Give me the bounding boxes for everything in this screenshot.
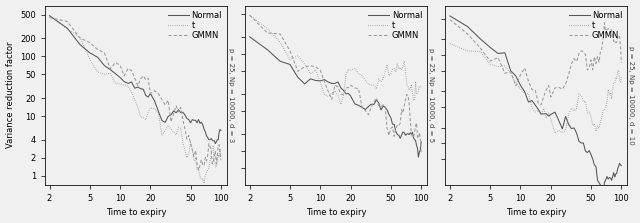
Line: GMMN: GMMN	[450, 20, 621, 105]
Normal	[477, 37, 484, 40]
t	[342, 73, 350, 76]
GMMN	[417, 151, 425, 154]
Line: GMMN: GMMN	[250, 15, 421, 153]
Normal	[217, 129, 225, 132]
t	[540, 107, 548, 110]
Normal	[618, 164, 625, 167]
Normal	[307, 77, 314, 80]
t	[181, 148, 189, 151]
t	[217, 157, 225, 160]
t	[76, 36, 84, 38]
GMMN	[321, 80, 328, 83]
Y-axis label: p = 25, Np = 10000, d = 3: p = 25, Np = 10000, d = 3	[228, 48, 234, 142]
Normal	[76, 43, 84, 46]
t	[383, 64, 391, 66]
t	[45, 14, 53, 17]
GMMN	[76, 37, 84, 39]
Y-axis label: p = 25, Np = 10000, d = 10: p = 25, Np = 10000, d = 10	[628, 46, 634, 145]
Normal	[599, 191, 607, 193]
GMMN	[584, 69, 591, 71]
GMMN	[446, 18, 454, 21]
Y-axis label: Variance reduction factor: Variance reduction factor	[6, 42, 15, 149]
Normal	[381, 106, 389, 109]
GMMN	[106, 68, 114, 70]
GMMN	[276, 33, 284, 35]
GMMN	[140, 74, 147, 77]
t	[602, 106, 609, 109]
t	[584, 112, 591, 114]
Normal	[181, 114, 189, 116]
Legend: Normal, t, GMMN: Normal, t, GMMN	[367, 10, 423, 41]
t	[200, 182, 208, 185]
Line: Normal: Normal	[250, 37, 421, 157]
Normal	[540, 113, 548, 115]
t	[477, 50, 484, 53]
Normal	[507, 69, 515, 72]
GMMN	[217, 159, 225, 161]
t	[202, 174, 209, 177]
Normal	[321, 78, 328, 81]
Normal	[415, 156, 422, 158]
Normal	[120, 80, 128, 83]
t	[106, 72, 114, 75]
GMMN	[477, 47, 484, 49]
Y-axis label: p = 25, Np = 10000, d = 5: p = 25, Np = 10000, d = 5	[428, 48, 434, 142]
X-axis label: Time to expiry: Time to expiry	[506, 209, 566, 217]
Normal	[401, 131, 408, 134]
Normal	[521, 90, 529, 93]
t	[402, 71, 410, 73]
Line: GMMN: GMMN	[49, 18, 221, 170]
GMMN	[401, 104, 408, 107]
t	[246, 14, 253, 17]
Normal	[246, 35, 253, 38]
Normal	[340, 89, 348, 92]
GMMN	[307, 64, 314, 67]
GMMN	[381, 105, 389, 107]
X-axis label: Time to expiry: Time to expiry	[306, 209, 367, 217]
t	[276, 41, 284, 43]
t	[321, 93, 328, 96]
Legend: Normal, t, GMMN: Normal, t, GMMN	[568, 10, 623, 41]
Normal	[200, 128, 208, 130]
GMMN	[45, 16, 53, 19]
GMMN	[618, 61, 625, 64]
Normal	[106, 68, 114, 71]
Normal	[417, 141, 425, 143]
Normal	[276, 60, 284, 63]
t	[446, 42, 454, 45]
t	[140, 116, 147, 119]
X-axis label: Time to expiry: Time to expiry	[106, 209, 166, 217]
Line: t: t	[250, 15, 421, 104]
GMMN	[537, 103, 545, 106]
t	[307, 72, 314, 75]
Normal	[140, 88, 147, 91]
Normal	[602, 179, 609, 181]
Line: Normal: Normal	[450, 16, 621, 192]
Legend: Normal, t, GMMN: Normal, t, GMMN	[168, 10, 223, 41]
Normal	[211, 142, 219, 145]
GMMN	[340, 93, 348, 96]
GMMN	[521, 67, 529, 69]
GMMN	[602, 32, 609, 35]
GMMN	[120, 74, 128, 77]
t	[551, 132, 559, 135]
t	[120, 84, 128, 86]
GMMN	[542, 89, 550, 91]
t	[417, 87, 425, 89]
t	[521, 92, 529, 95]
GMMN	[195, 169, 202, 171]
t	[507, 72, 515, 75]
Normal	[45, 14, 53, 17]
GMMN	[507, 70, 515, 73]
t	[618, 76, 625, 78]
GMMN	[181, 128, 189, 130]
Normal	[446, 15, 454, 17]
GMMN	[202, 156, 209, 159]
Normal	[582, 150, 589, 152]
t	[337, 103, 345, 105]
Line: t: t	[450, 43, 621, 133]
Line: Normal: Normal	[49, 16, 221, 144]
Line: t: t	[49, 16, 221, 184]
GMMN	[246, 14, 253, 17]
